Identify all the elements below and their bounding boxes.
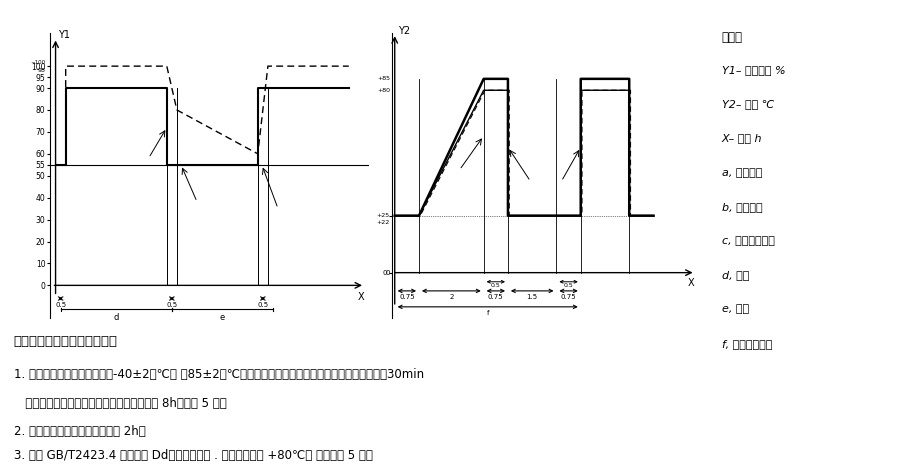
- Text: Y1– 相对湿度 %: Y1– 相对湿度 %: [722, 65, 786, 75]
- Text: 0.5: 0.5: [491, 283, 500, 288]
- Text: 0.5: 0.5: [563, 283, 573, 288]
- Text: 0.5: 0.5: [55, 302, 67, 308]
- Text: 2: 2: [449, 294, 454, 300]
- Text: X: X: [357, 292, 364, 302]
- Text: 0.75: 0.75: [399, 294, 415, 300]
- Text: 以内。测试对象在每个极端温度环境中保持 8h，循环 5 次。: 以内。测试对象在每个极端温度环境中保持 8h，循环 5 次。: [14, 397, 226, 409]
- Text: 0.75: 0.75: [561, 294, 576, 300]
- Text: e: e: [220, 313, 225, 322]
- Text: a, 升温结束: a, 升温结束: [722, 168, 762, 178]
- Text: f: f: [487, 310, 489, 316]
- Text: +80: +80: [377, 88, 390, 93]
- Text: 98: 98: [38, 68, 46, 73]
- Text: 2. 试验结束后，应在室温下观察 2h。: 2. 试验结束后，应在室温下观察 2h。: [14, 425, 145, 438]
- Text: 0.75: 0.75: [488, 294, 504, 300]
- Text: +22: +22: [376, 220, 390, 225]
- Text: +85: +85: [377, 76, 390, 81]
- Text: ~100: ~100: [31, 60, 46, 66]
- Text: d: d: [113, 313, 119, 322]
- Text: b, 降温开始: b, 降温开始: [722, 202, 762, 212]
- Text: 3. 参考 GB/T2423.4 执行试验 Dd、变量见上图 . 其中最高温是 +80℃， 循环次数 5 次。: 3. 参考 GB/T2423.4 执行试验 Dd、变量见上图 . 其中最高温是 …: [14, 449, 373, 462]
- Text: f, 一个循环周期: f, 一个循环周期: [722, 339, 772, 349]
- Text: Y2– 温度 ℃: Y2– 温度 ℃: [722, 99, 774, 109]
- Text: Y2: Y2: [398, 26, 410, 36]
- Text: Y1: Y1: [58, 30, 69, 40]
- Text: 1. 锂离子电池包或系统置于（-40±2）℃～ （85±2）℃的交变温度环境中，两种极端温度的转换时间在30min: 1. 锂离子电池包或系统置于（-40±2）℃～ （85±2）℃的交变温度环境中，…: [14, 368, 424, 381]
- Text: c, 推荐温湿度値: c, 推荐温湿度値: [722, 236, 775, 246]
- Text: 0.5: 0.5: [257, 302, 268, 308]
- Text: 0: 0: [385, 270, 390, 275]
- Text: d, 冷凝: d, 冷凝: [722, 270, 749, 280]
- Text: +25: +25: [377, 213, 390, 218]
- Text: 说明：: 说明：: [722, 31, 742, 44]
- Text: e, 干燥: e, 干燥: [722, 304, 749, 314]
- Text: 0.5: 0.5: [166, 302, 177, 308]
- Text: X– 时间 h: X– 时间 h: [722, 133, 762, 143]
- Text: 快速温变（湿热）测试方法：: 快速温变（湿热）测试方法：: [14, 335, 118, 348]
- Text: 1.5: 1.5: [526, 294, 538, 300]
- Text: X: X: [688, 278, 694, 288]
